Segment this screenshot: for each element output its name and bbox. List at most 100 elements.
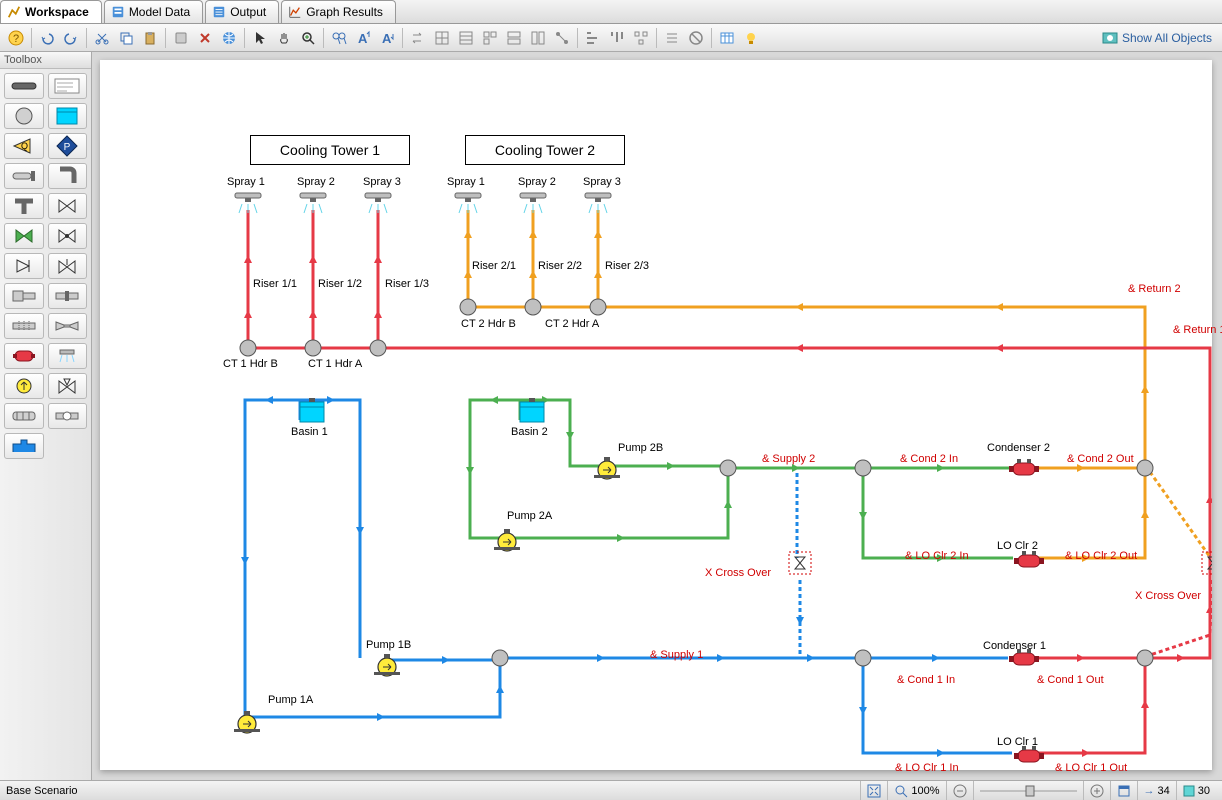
- workspace-icon: [7, 5, 21, 19]
- tool-pipe[interactable]: [4, 73, 44, 99]
- box-icon: [1183, 785, 1195, 797]
- globe-icon[interactable]: [218, 27, 240, 49]
- tool-pump[interactable]: [4, 373, 44, 399]
- find-icon[interactable]: [328, 27, 350, 49]
- tab-workspace[interactable]: Workspace: [0, 0, 102, 23]
- zoom-slider[interactable]: [973, 781, 1083, 800]
- undo-icon[interactable]: [36, 27, 58, 49]
- tool-valve-1[interactable]: [48, 193, 88, 219]
- tabs-bar: Workspace Model Data Output Graph Result…: [0, 0, 1222, 24]
- diagram-label: Spray 1: [447, 176, 485, 188]
- grid1-icon[interactable]: [431, 27, 453, 49]
- tool-weir[interactable]: [4, 433, 44, 459]
- modeldata-icon: [111, 5, 125, 19]
- diagram-label: & Return 1: [1173, 324, 1222, 336]
- diagram-label: Spray 3: [363, 176, 401, 188]
- tool-tee[interactable]: [4, 193, 44, 219]
- fit-button[interactable]: [860, 781, 887, 800]
- tool-junction[interactable]: [4, 103, 44, 129]
- svg-text:?: ?: [13, 33, 19, 45]
- stop-icon[interactable]: [170, 27, 192, 49]
- font-smaller-icon[interactable]: A: [376, 27, 398, 49]
- svg-text:A: A: [358, 31, 368, 46]
- tool-general[interactable]: [4, 403, 44, 429]
- tab-model-data[interactable]: Model Data: [104, 0, 203, 23]
- tool-heat-exchanger[interactable]: [4, 343, 44, 369]
- diagram-label: Riser 1/2: [318, 278, 362, 290]
- tool-annotation[interactable]: [48, 73, 88, 99]
- tool-flow-meter[interactable]: [48, 403, 88, 429]
- tool-valve-2[interactable]: [48, 223, 88, 249]
- show-all-icon: [1102, 30, 1118, 46]
- tool-area-change[interactable]: [4, 283, 44, 309]
- delete-icon[interactable]: [194, 27, 216, 49]
- swap-icon[interactable]: [407, 27, 429, 49]
- copy-icon[interactable]: [115, 27, 137, 49]
- diagram-label: CT 1 Hdr B: [223, 358, 278, 370]
- diagram-label: LO Clr 1: [997, 736, 1038, 748]
- list-icon[interactable]: [661, 27, 683, 49]
- junction-count-value: 30: [1198, 785, 1210, 797]
- pointer-icon[interactable]: [249, 27, 271, 49]
- diagram-label: Basin 2: [511, 426, 548, 438]
- diagram-label: & Supply 1: [650, 649, 703, 661]
- tool-reservoir[interactable]: [48, 103, 88, 129]
- canvas[interactable]: Cooling Tower 1 Cooling Tower 2 Spray 1 Spr…: [92, 52, 1222, 780]
- diagram-svg: [100, 60, 1212, 770]
- show-all-label: Show All Objects: [1122, 31, 1212, 45]
- cooling-tower-box[interactable]: Cooling Tower 1: [250, 135, 410, 165]
- tool-3way-valve[interactable]: [48, 373, 88, 399]
- diagram-label: X Cross Over: [705, 567, 771, 579]
- diagram-label: & Return 2: [1128, 283, 1181, 295]
- magnifier-icon: [894, 784, 908, 798]
- diagram-label: Pump 2A: [507, 510, 552, 522]
- tool-valve-green[interactable]: [4, 223, 44, 249]
- diagram-label: & LO Clr 2 In: [905, 550, 969, 562]
- nosign-icon[interactable]: [685, 27, 707, 49]
- tool-assigned-flow[interactable]: Q: [4, 133, 44, 159]
- pan-icon[interactable]: [273, 27, 295, 49]
- svg-text:Q: Q: [21, 141, 28, 151]
- table-icon[interactable]: [716, 27, 738, 49]
- grid2-icon[interactable]: [455, 27, 477, 49]
- align1-icon[interactable]: [582, 27, 604, 49]
- tool-relief-valve[interactable]: [48, 253, 88, 279]
- align2-icon[interactable]: [606, 27, 628, 49]
- tool-check-valve[interactable]: [4, 253, 44, 279]
- tool-assigned-pressure[interactable]: P: [48, 133, 88, 159]
- tool-elbow[interactable]: [48, 163, 88, 189]
- grid4-icon[interactable]: [503, 27, 525, 49]
- tool-orifice[interactable]: [48, 283, 88, 309]
- status-bar: Base Scenario 100% →34 30: [0, 780, 1222, 800]
- paste-icon[interactable]: [139, 27, 161, 49]
- grid3-icon[interactable]: [479, 27, 501, 49]
- tool-screen[interactable]: [4, 313, 44, 339]
- zoom-in-button[interactable]: [1083, 781, 1110, 800]
- cooling-tower-box[interactable]: Cooling Tower 2: [465, 135, 625, 165]
- help-icon[interactable]: ?: [5, 27, 27, 49]
- diagram-label: Riser 1/3: [385, 278, 429, 290]
- redo-icon[interactable]: [60, 27, 82, 49]
- tool-spray[interactable]: [48, 343, 88, 369]
- max-button[interactable]: [1110, 781, 1137, 800]
- diagram-label: Condenser 2: [987, 442, 1050, 454]
- font-bigger-icon[interactable]: A: [352, 27, 374, 49]
- diagram-label: Spray 2: [297, 176, 335, 188]
- bulb-icon[interactable]: [740, 27, 762, 49]
- workspace-page[interactable]: Cooling Tower 1 Cooling Tower 2 Spray 1 Spr…: [100, 60, 1212, 770]
- tool-dead-end[interactable]: [4, 163, 44, 189]
- tool-venturi[interactable]: [48, 313, 88, 339]
- grid5-icon[interactable]: [527, 27, 549, 49]
- cut-icon[interactable]: [91, 27, 113, 49]
- tab-output[interactable]: Output: [205, 0, 279, 23]
- tab-graph-results[interactable]: Graph Results: [281, 0, 396, 23]
- zoom-label[interactable]: 100%: [887, 781, 945, 800]
- diagram-label: & Cond 2 Out: [1067, 453, 1134, 465]
- distribute-icon[interactable]: [630, 27, 652, 49]
- connect-icon[interactable]: [551, 27, 573, 49]
- graph-icon: [288, 5, 302, 19]
- toolbox-panel: Toolbox Q P: [0, 52, 92, 780]
- show-all-objects-button[interactable]: Show All Objects: [1096, 30, 1218, 46]
- zoom-out-button[interactable]: [946, 781, 973, 800]
- zoom-icon[interactable]: [297, 27, 319, 49]
